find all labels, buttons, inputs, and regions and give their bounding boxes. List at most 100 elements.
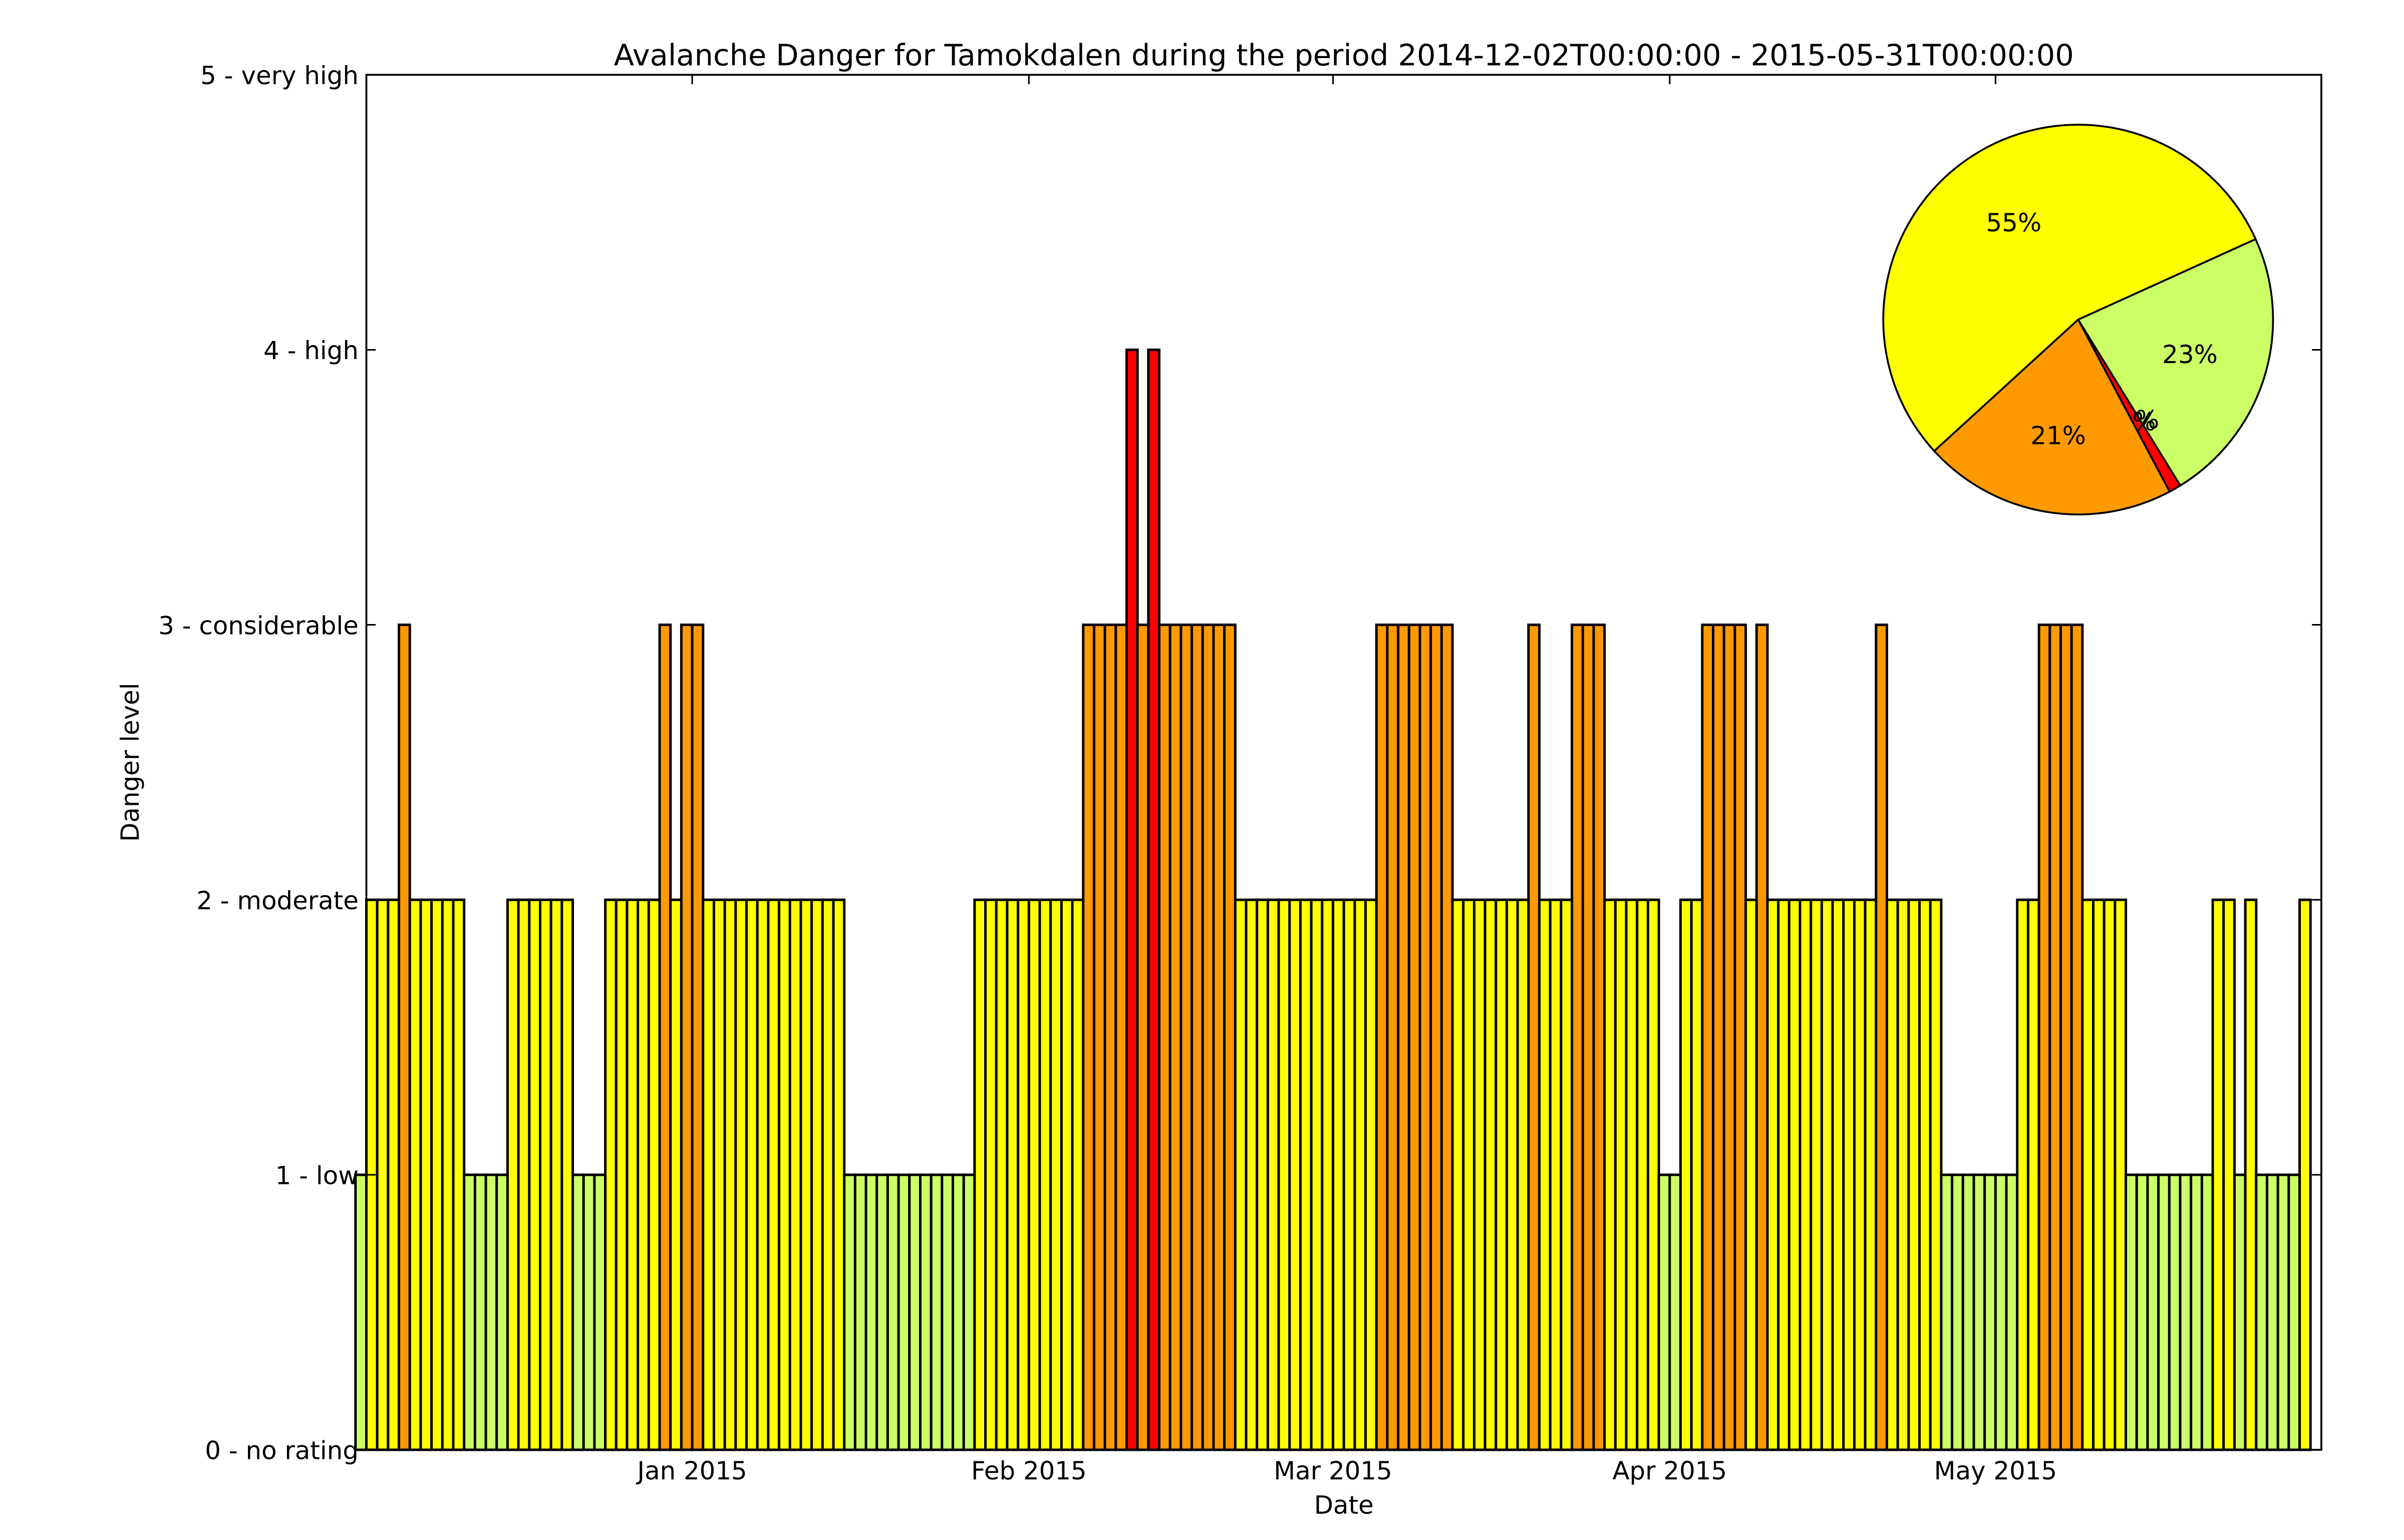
bar xyxy=(2179,1173,2193,1451)
pie-slice xyxy=(1882,124,2257,453)
bar xyxy=(1614,898,1628,1451)
bar xyxy=(2266,1173,2279,1451)
y-axis-label: Danger level xyxy=(116,683,145,841)
bar xyxy=(1516,898,1530,1451)
bar xyxy=(1071,898,1085,1451)
bar xyxy=(1125,349,1139,1451)
bar xyxy=(1082,624,1095,1451)
bar xyxy=(2070,624,2084,1451)
bar xyxy=(1810,898,1823,1451)
bar xyxy=(354,1173,368,1451)
bar xyxy=(2081,898,2095,1451)
y-tick-label: 5 - very high xyxy=(200,61,359,90)
bar xyxy=(1929,898,1943,1451)
pie-label: 55% xyxy=(1986,208,2042,237)
bar xyxy=(1321,898,1335,1451)
bar xyxy=(843,1173,856,1451)
bar xyxy=(973,898,987,1451)
bar xyxy=(1646,898,1660,1451)
bar xyxy=(745,898,759,1451)
bar xyxy=(1983,1173,1997,1451)
bar xyxy=(1017,898,1030,1451)
bar xyxy=(517,898,531,1451)
bar xyxy=(2092,898,2106,1451)
bar xyxy=(1060,898,1074,1451)
bar xyxy=(995,898,1009,1451)
bar xyxy=(1679,898,1693,1451)
bar xyxy=(1147,349,1161,1451)
bar xyxy=(560,898,574,1451)
bar xyxy=(441,898,455,1451)
bar xyxy=(908,1173,922,1451)
y-tick-label: 1 - low xyxy=(275,1161,359,1190)
bar xyxy=(637,898,650,1451)
bar xyxy=(1386,624,1400,1451)
x-axis-label: Date xyxy=(1314,1491,1374,1520)
bar xyxy=(799,898,813,1451)
bar xyxy=(2244,898,2258,1451)
bars-layer xyxy=(354,349,2312,1451)
bar xyxy=(1494,898,1509,1451)
x-tick-label: Feb 2015 xyxy=(971,1456,1087,1485)
bar xyxy=(1049,898,1063,1451)
bar xyxy=(1506,898,1519,1451)
bar xyxy=(1168,624,1182,1451)
bar xyxy=(484,1173,498,1451)
bar xyxy=(734,898,748,1451)
bar xyxy=(1527,624,1541,1451)
bar xyxy=(398,624,411,1451)
bar xyxy=(1560,898,1574,1451)
bar xyxy=(930,1173,944,1451)
bar xyxy=(853,1173,867,1451)
bar xyxy=(1332,898,1345,1451)
bar xyxy=(1668,1173,1682,1451)
bar xyxy=(1353,898,1367,1451)
bar xyxy=(1712,624,1725,1451)
bar xyxy=(680,624,694,1451)
bar xyxy=(1190,624,1204,1451)
bar xyxy=(2200,1173,2214,1451)
bar xyxy=(1961,1173,1975,1451)
bar xyxy=(506,898,520,1451)
bar xyxy=(2114,898,2128,1451)
bar xyxy=(1234,898,1248,1451)
bar xyxy=(1342,898,1356,1451)
bar xyxy=(2168,1173,2182,1451)
bar xyxy=(473,1173,487,1451)
bar xyxy=(1744,898,1758,1451)
bar xyxy=(2276,1173,2290,1451)
bar xyxy=(1158,624,1171,1451)
bar xyxy=(1690,898,1704,1451)
bar xyxy=(430,898,444,1451)
bar xyxy=(723,898,737,1451)
bar xyxy=(463,1173,476,1451)
bar xyxy=(712,898,726,1451)
bar xyxy=(1256,898,1269,1451)
bar xyxy=(1364,898,1378,1451)
bar xyxy=(1103,624,1117,1451)
bar xyxy=(886,1173,900,1451)
bar xyxy=(571,1173,585,1451)
bar xyxy=(1733,624,1747,1451)
bar xyxy=(1755,624,1769,1451)
bar xyxy=(408,898,422,1451)
bar xyxy=(495,1173,509,1451)
bar xyxy=(1027,898,1041,1451)
bar xyxy=(2026,898,2040,1451)
bar xyxy=(1831,898,1845,1451)
bar xyxy=(1418,624,1432,1451)
bar xyxy=(647,898,661,1451)
bar xyxy=(1864,898,1878,1451)
pie-slice xyxy=(2076,237,2274,487)
bar xyxy=(1483,898,1497,1451)
bar xyxy=(2016,898,2029,1451)
bar xyxy=(549,898,563,1451)
bar xyxy=(1549,898,1563,1451)
bar xyxy=(539,898,552,1451)
bar xyxy=(821,898,835,1451)
bar xyxy=(962,1173,976,1451)
bar xyxy=(1657,1173,1671,1451)
bar xyxy=(2233,1173,2247,1451)
bar xyxy=(1994,1173,2008,1451)
bar xyxy=(2190,1173,2203,1451)
